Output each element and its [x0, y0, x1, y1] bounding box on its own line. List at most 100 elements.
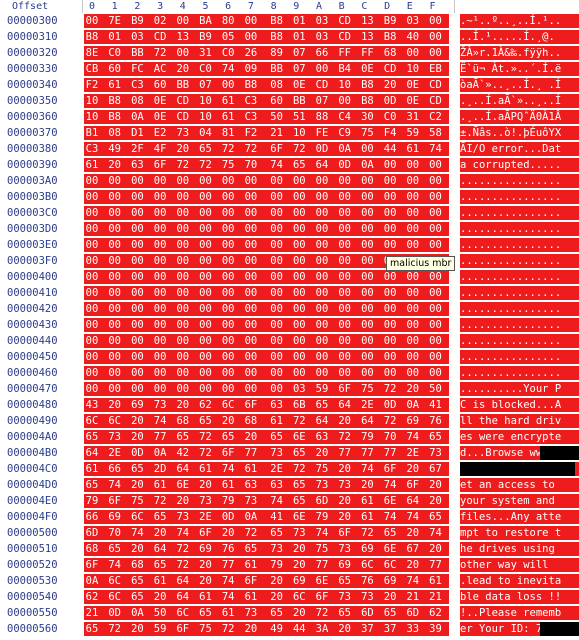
hex-byte[interactable]: 00 [85, 191, 99, 203]
hex-byte[interactable]: 08 [131, 95, 144, 107]
hex-byte[interactable]: 49 [270, 623, 283, 635]
hex-byte[interactable]: B8 [361, 79, 374, 91]
ascii-cell[interactable]: ................ [460, 190, 579, 204]
hex-byte[interactable]: 20 [131, 479, 144, 491]
hex-byte[interactable]: 00 [244, 367, 258, 379]
hex-byte[interactable]: 6F [244, 399, 258, 411]
hex-byte[interactable]: 00 [131, 367, 144, 379]
hex-byte[interactable]: 4F [153, 143, 167, 155]
hex-byte[interactable]: 00 [338, 319, 352, 331]
hex-byte[interactable]: 69 [131, 399, 144, 411]
hex-byte[interactable]: 00 [361, 255, 374, 267]
hex-byte[interactable]: 69 [338, 559, 352, 571]
hex-row[interactable]: 00000530 0A 6C 65 61 64 20 74 6F 20 69 6E 65 76 69 74 61… [0, 573, 579, 589]
hex-byte[interactable]: 80 [221, 15, 235, 27]
hex-byte[interactable]: 00 [338, 191, 352, 203]
hex-byte[interactable]: 73 [244, 495, 258, 507]
hex-byte[interactable]: CD [176, 95, 190, 107]
hex-byte[interactable]: 00 [338, 239, 352, 251]
hex-byte[interactable]: 6E [176, 479, 190, 491]
hex-byte[interactable]: 73 [315, 479, 329, 491]
hex-byte[interactable]: 76 [361, 575, 374, 587]
hex-bytes[interactable]: 00 00 00 00 00 00 00 00 00 00 00 00 00 00 00 00 [84, 190, 449, 204]
hex-row[interactable]: 000004C0 61 66 65 2D 64 61 74 61 2E 72 75 20 74 6F 20 67… [0, 461, 579, 477]
hex-byte[interactable]: B8 [270, 15, 283, 27]
ascii-cell[interactable]: .¸..Í.aÃ`»..¸..Í [460, 94, 579, 108]
hex-byte[interactable]: F2 [244, 127, 258, 139]
hex-byte[interactable]: 00 [153, 255, 167, 267]
hex-byte[interactable]: 00 [383, 287, 397, 299]
hex-byte[interactable]: 61 [221, 479, 235, 491]
hex-byte[interactable]: 00 [270, 383, 283, 395]
hex-byte[interactable]: 21 [429, 591, 442, 603]
hex-byte[interactable]: 00 [361, 207, 374, 219]
hex-byte[interactable]: 0E [153, 111, 167, 123]
hex-byte[interactable]: 73 [244, 607, 258, 619]
hex-byte[interactable]: 0A [131, 111, 144, 123]
hex-byte[interactable]: 00 [85, 335, 99, 347]
hex-bytes[interactable]: B8 01 03 CD 13 B9 05 00 B8 01 03 CD 13 B8 40 00 [84, 30, 449, 44]
hex-byte[interactable]: 64 [176, 591, 190, 603]
hex-byte[interactable]: BB [176, 79, 190, 91]
hex-byte[interactable]: 20 [338, 495, 352, 507]
hex-byte[interactable]: B9 [383, 15, 397, 27]
hex-byte[interactable]: 0A [406, 399, 420, 411]
hex-byte[interactable]: 01 [292, 15, 306, 27]
hex-byte[interactable]: 00 [244, 255, 258, 267]
hex-byte[interactable]: 00 [131, 207, 144, 219]
hex-byte[interactable]: 00 [131, 335, 144, 347]
hex-byte[interactable]: 73 [338, 479, 352, 491]
hex-bytes[interactable]: 00 00 00 00 00 00 00 00 00 00 00 00 00 00 00 00 [84, 366, 449, 380]
hex-byte[interactable]: 6F [383, 463, 397, 475]
hex-byte[interactable]: 13 [361, 15, 374, 27]
hex-byte[interactable]: 74 [406, 511, 420, 523]
hex-byte[interactable]: 07 [199, 79, 212, 91]
hex-byte[interactable]: 42 [176, 447, 190, 459]
hex-byte[interactable]: C2 [429, 111, 442, 123]
hex-byte[interactable]: CD [429, 95, 442, 107]
hex-byte[interactable]: 00 [361, 143, 374, 155]
hex-byte[interactable]: 44 [383, 143, 397, 155]
hex-byte[interactable]: 00 [361, 223, 374, 235]
hex-byte[interactable]: 0E [361, 63, 374, 75]
hex-byte[interactable]: 00 [429, 47, 442, 59]
hex-byte[interactable]: 6D [315, 495, 329, 507]
ascii-cell[interactable]: ................ [460, 174, 579, 188]
hex-byte[interactable]: 00 [199, 367, 212, 379]
hex-byte[interactable]: 72 [244, 143, 258, 155]
hex-byte[interactable]: 05 [221, 31, 235, 43]
hex-byte[interactable]: 41 [270, 511, 283, 523]
hex-byte[interactable]: 72 [199, 447, 212, 459]
hex-byte[interactable]: 21 [270, 127, 283, 139]
hex-byte[interactable]: 6F [176, 623, 190, 635]
hex-byte[interactable]: 72 [221, 623, 235, 635]
hex-byte[interactable]: 00 [153, 383, 167, 395]
hex-byte[interactable]: 00 [292, 319, 306, 331]
hex-row[interactable]: 000003D0 00 00 00 00 00 00 00 00 00 00 00 00 00 00 00 00… [0, 221, 579, 237]
hex-byte[interactable]: 65 [270, 431, 283, 443]
ascii-cell[interactable]: .lead to inevita [460, 574, 579, 588]
hex-byte[interactable]: 20 [131, 415, 144, 427]
hex-byte[interactable]: 77 [244, 447, 258, 459]
hex-byte[interactable]: 20 [383, 79, 397, 91]
hex-byte[interactable]: 65 [85, 623, 99, 635]
hex-byte[interactable]: 64 [315, 159, 329, 171]
hex-byte[interactable]: 00 [85, 271, 99, 283]
hex-bytes[interactable]: 65 74 20 61 6E 20 61 63 63 65 73 73 20 74 6F 20 [84, 478, 449, 492]
hex-byte[interactable]: 68 [176, 415, 190, 427]
hex-bytes[interactable]: 00 00 00 00 00 00 00 00 00 00 00 00 00 00 00 00 [84, 350, 449, 364]
hex-row[interactable]: 00000430 00 00 00 00 00 00 00 00 00 00 00 00 00 00 00 00… [0, 317, 579, 333]
hex-row[interactable]: 000003C0 00 00 00 00 00 00 00 00 00 00 00 00 00 00 00 00… [0, 205, 579, 221]
hex-byte[interactable]: 6E [315, 575, 329, 587]
hex-row[interactable]: 00000330 CB 60 FC AC 20 C0 74 09 BB 07 00 B4 0E CD 10 EB… [0, 61, 579, 77]
hex-byte[interactable]: 00 [153, 287, 167, 299]
hex-byte[interactable]: 6D [85, 527, 99, 539]
hex-byte[interactable]: 20 [406, 383, 420, 395]
hex-byte[interactable]: 6F [153, 159, 167, 171]
hex-byte[interactable]: 68 [383, 47, 397, 59]
hex-byte[interactable]: 20 [176, 399, 190, 411]
hex-row[interactable]: 000004B0 64 2E 0D 0A 42 72 6F 77 73 65 20 77 77 77 2E 73… [0, 445, 579, 461]
hex-row[interactable]: 000003F000000000000000000000000000000000… [0, 253, 579, 269]
hex-byte[interactable]: E2 [153, 127, 167, 139]
hex-byte[interactable]: 08 [108, 127, 122, 139]
